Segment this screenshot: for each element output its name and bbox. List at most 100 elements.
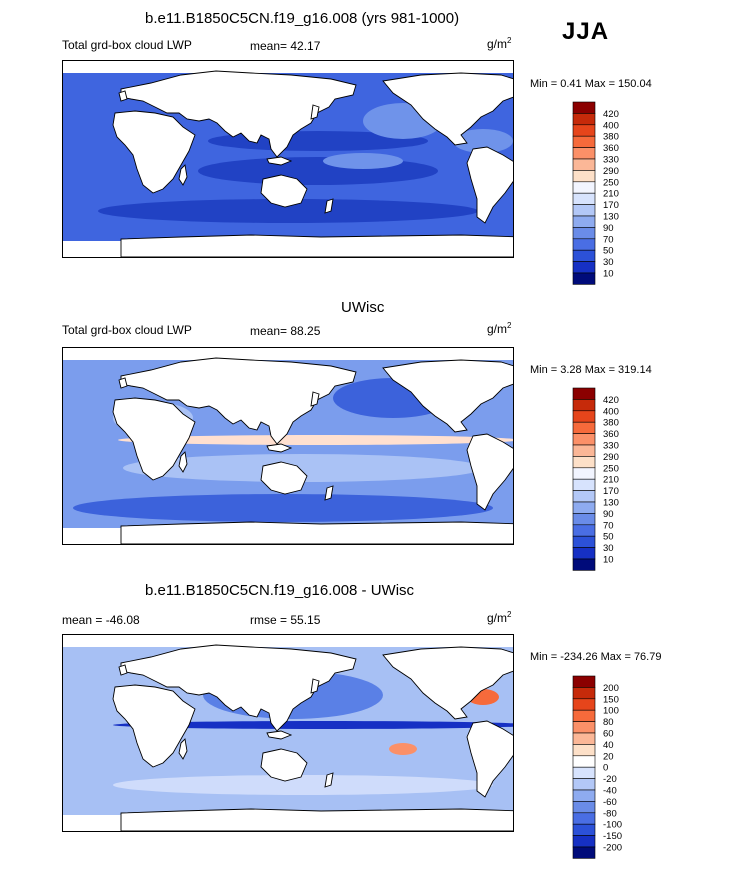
colorbar-tick-label: 80: [603, 717, 614, 728]
colorbar-swatch: [572, 675, 596, 688]
colorbar-swatch: [572, 823, 596, 836]
land-europe-asia: [120, 70, 357, 158]
land-north-america: [382, 72, 513, 146]
colorbar-swatch: [572, 238, 596, 251]
colorbar-tick-label: 360: [603, 143, 619, 154]
panel-2-minmax: Min = 3.28 Max = 319.14: [530, 364, 652, 376]
colorbar-tick-label: 170: [603, 486, 619, 497]
colorbar-tick-label: 330: [603, 441, 619, 452]
colorbar-swatch: [572, 249, 596, 262]
colorbar-tick-label: 380: [603, 418, 619, 429]
colorbar-tick-label: 30: [603, 543, 614, 554]
colorbar-swatch: [572, 399, 596, 412]
colorbar-tick-label: 50: [603, 246, 614, 257]
land-uk: [118, 90, 128, 102]
colorbar-tick-label: 420: [603, 395, 619, 406]
colorbar-tick-label: 40: [603, 740, 614, 751]
colorbar-swatch: [572, 766, 596, 779]
colorbar-swatch: [572, 812, 596, 825]
colorbar-swatch: [572, 789, 596, 802]
colorbar-tick-label: 380: [603, 132, 619, 143]
colorbar-swatch: [572, 835, 596, 848]
land-japan: [310, 391, 320, 407]
colorbar-swatch: [572, 387, 596, 400]
colorbar-swatch: [572, 227, 596, 240]
land-south-america: [466, 433, 513, 511]
panel-2-units: g/m2: [487, 321, 512, 336]
panel-1-colorbar: 420 400 380 360 330 290 250 210 170 130 90 70 50 30 10: [572, 101, 663, 286]
colorbar-swatch: [572, 261, 596, 274]
panel-3-map: [62, 634, 514, 832]
panel-2-stat-label: mean= 88.25: [250, 324, 321, 338]
colorbar-tick-label: -40: [603, 786, 617, 797]
colorbar-tick-label: -100: [603, 820, 622, 831]
land-australia: [260, 461, 308, 495]
colorbar-swatch: [572, 490, 596, 503]
panel-1-units: g/m2: [487, 36, 512, 51]
colorbar-swatch: [572, 158, 596, 171]
colorbar-tick-label: 360: [603, 429, 619, 440]
colorbar-tick-label: 250: [603, 463, 619, 474]
colorbar-tick-label: 10: [603, 269, 614, 280]
panel-1-left-label: Total grd-box cloud LWP: [62, 38, 192, 52]
colorbar-swatch: [572, 204, 596, 217]
land-africa: [112, 397, 196, 481]
colorbar-swatch: [572, 135, 596, 148]
colorbar-tick-label: 50: [603, 532, 614, 543]
colorbar-tick-label: 90: [603, 223, 614, 234]
land-new-zealand: [324, 198, 334, 214]
panel-3-stat-label: rmse = 55.15: [250, 613, 321, 627]
colorbar-swatch: [572, 478, 596, 491]
colorbar-tick-label: 150: [603, 694, 619, 705]
panel-3-title: b.e11.B1850C5CN.f19_g16.008 - UWisc: [145, 582, 415, 599]
land-europe-asia: [120, 644, 357, 732]
colorbar-swatch: [572, 709, 596, 722]
colorbar-tick-label: 420: [603, 109, 619, 120]
land-south-america: [466, 146, 513, 224]
colorbar-swatch: [572, 778, 596, 791]
land-new-zealand: [324, 485, 334, 501]
colorbar-tick-label: 330: [603, 155, 619, 166]
panel-3-minmax: Min = -234.26 Max = 76.79: [530, 651, 662, 663]
colorbar-tick-label: 200: [603, 683, 619, 694]
land-indonesia: [266, 156, 293, 166]
colorbar-swatch: [572, 721, 596, 734]
land-south-america: [466, 720, 513, 798]
colorbar-swatch: [572, 535, 596, 548]
panel-3-colorbar: 200 150 100 80 60 40 20 0 -20 -40 -60 -80 -100 -150 -2…: [572, 675, 663, 860]
colorbar-tick-label: 290: [603, 452, 619, 463]
colorbar-swatch: [572, 513, 596, 526]
land-africa: [112, 684, 196, 768]
land-europe-asia: [120, 357, 357, 445]
land-new-zealand: [324, 772, 334, 788]
colorbar-tick-label: 90: [603, 509, 614, 520]
land-antarctica: [120, 808, 513, 831]
colorbar-swatch: [572, 113, 596, 126]
panel-1-title: b.e11.B1850C5CN.f19_g16.008 (yrs 981-100…: [145, 10, 460, 27]
colorbar-tick-label: -60: [603, 797, 617, 808]
panel-1-minmax: Min = 0.41 Max = 150.04: [530, 78, 652, 90]
land-madagascar: [178, 451, 188, 473]
colorbar-tick-label: 290: [603, 166, 619, 177]
land-africa: [112, 110, 196, 194]
colorbar-swatch: [572, 467, 596, 480]
colorbar-swatch: [572, 181, 596, 194]
colorbar-swatch: [572, 456, 596, 469]
colorbar-tick-label: 70: [603, 234, 614, 245]
panel-2-title: UWisc: [341, 299, 385, 316]
colorbar-swatch: [572, 846, 596, 859]
colorbar-swatch: [572, 732, 596, 745]
colorbar-swatch: [572, 147, 596, 160]
land-australia: [260, 748, 308, 782]
panel-3-units: g/m2: [487, 610, 512, 625]
colorbar-tick-label: 250: [603, 177, 619, 188]
colorbar-tick-label: 210: [603, 475, 619, 486]
season-label: JJA: [562, 18, 610, 45]
colorbar-swatch: [572, 192, 596, 205]
colorbar-swatch: [572, 687, 596, 700]
colorbar-tick-label: -150: [603, 831, 622, 842]
colorbar-tick-label: 400: [603, 406, 619, 417]
colorbar-swatch: [572, 755, 596, 768]
land-north-america: [382, 646, 513, 720]
land-japan: [310, 678, 320, 694]
